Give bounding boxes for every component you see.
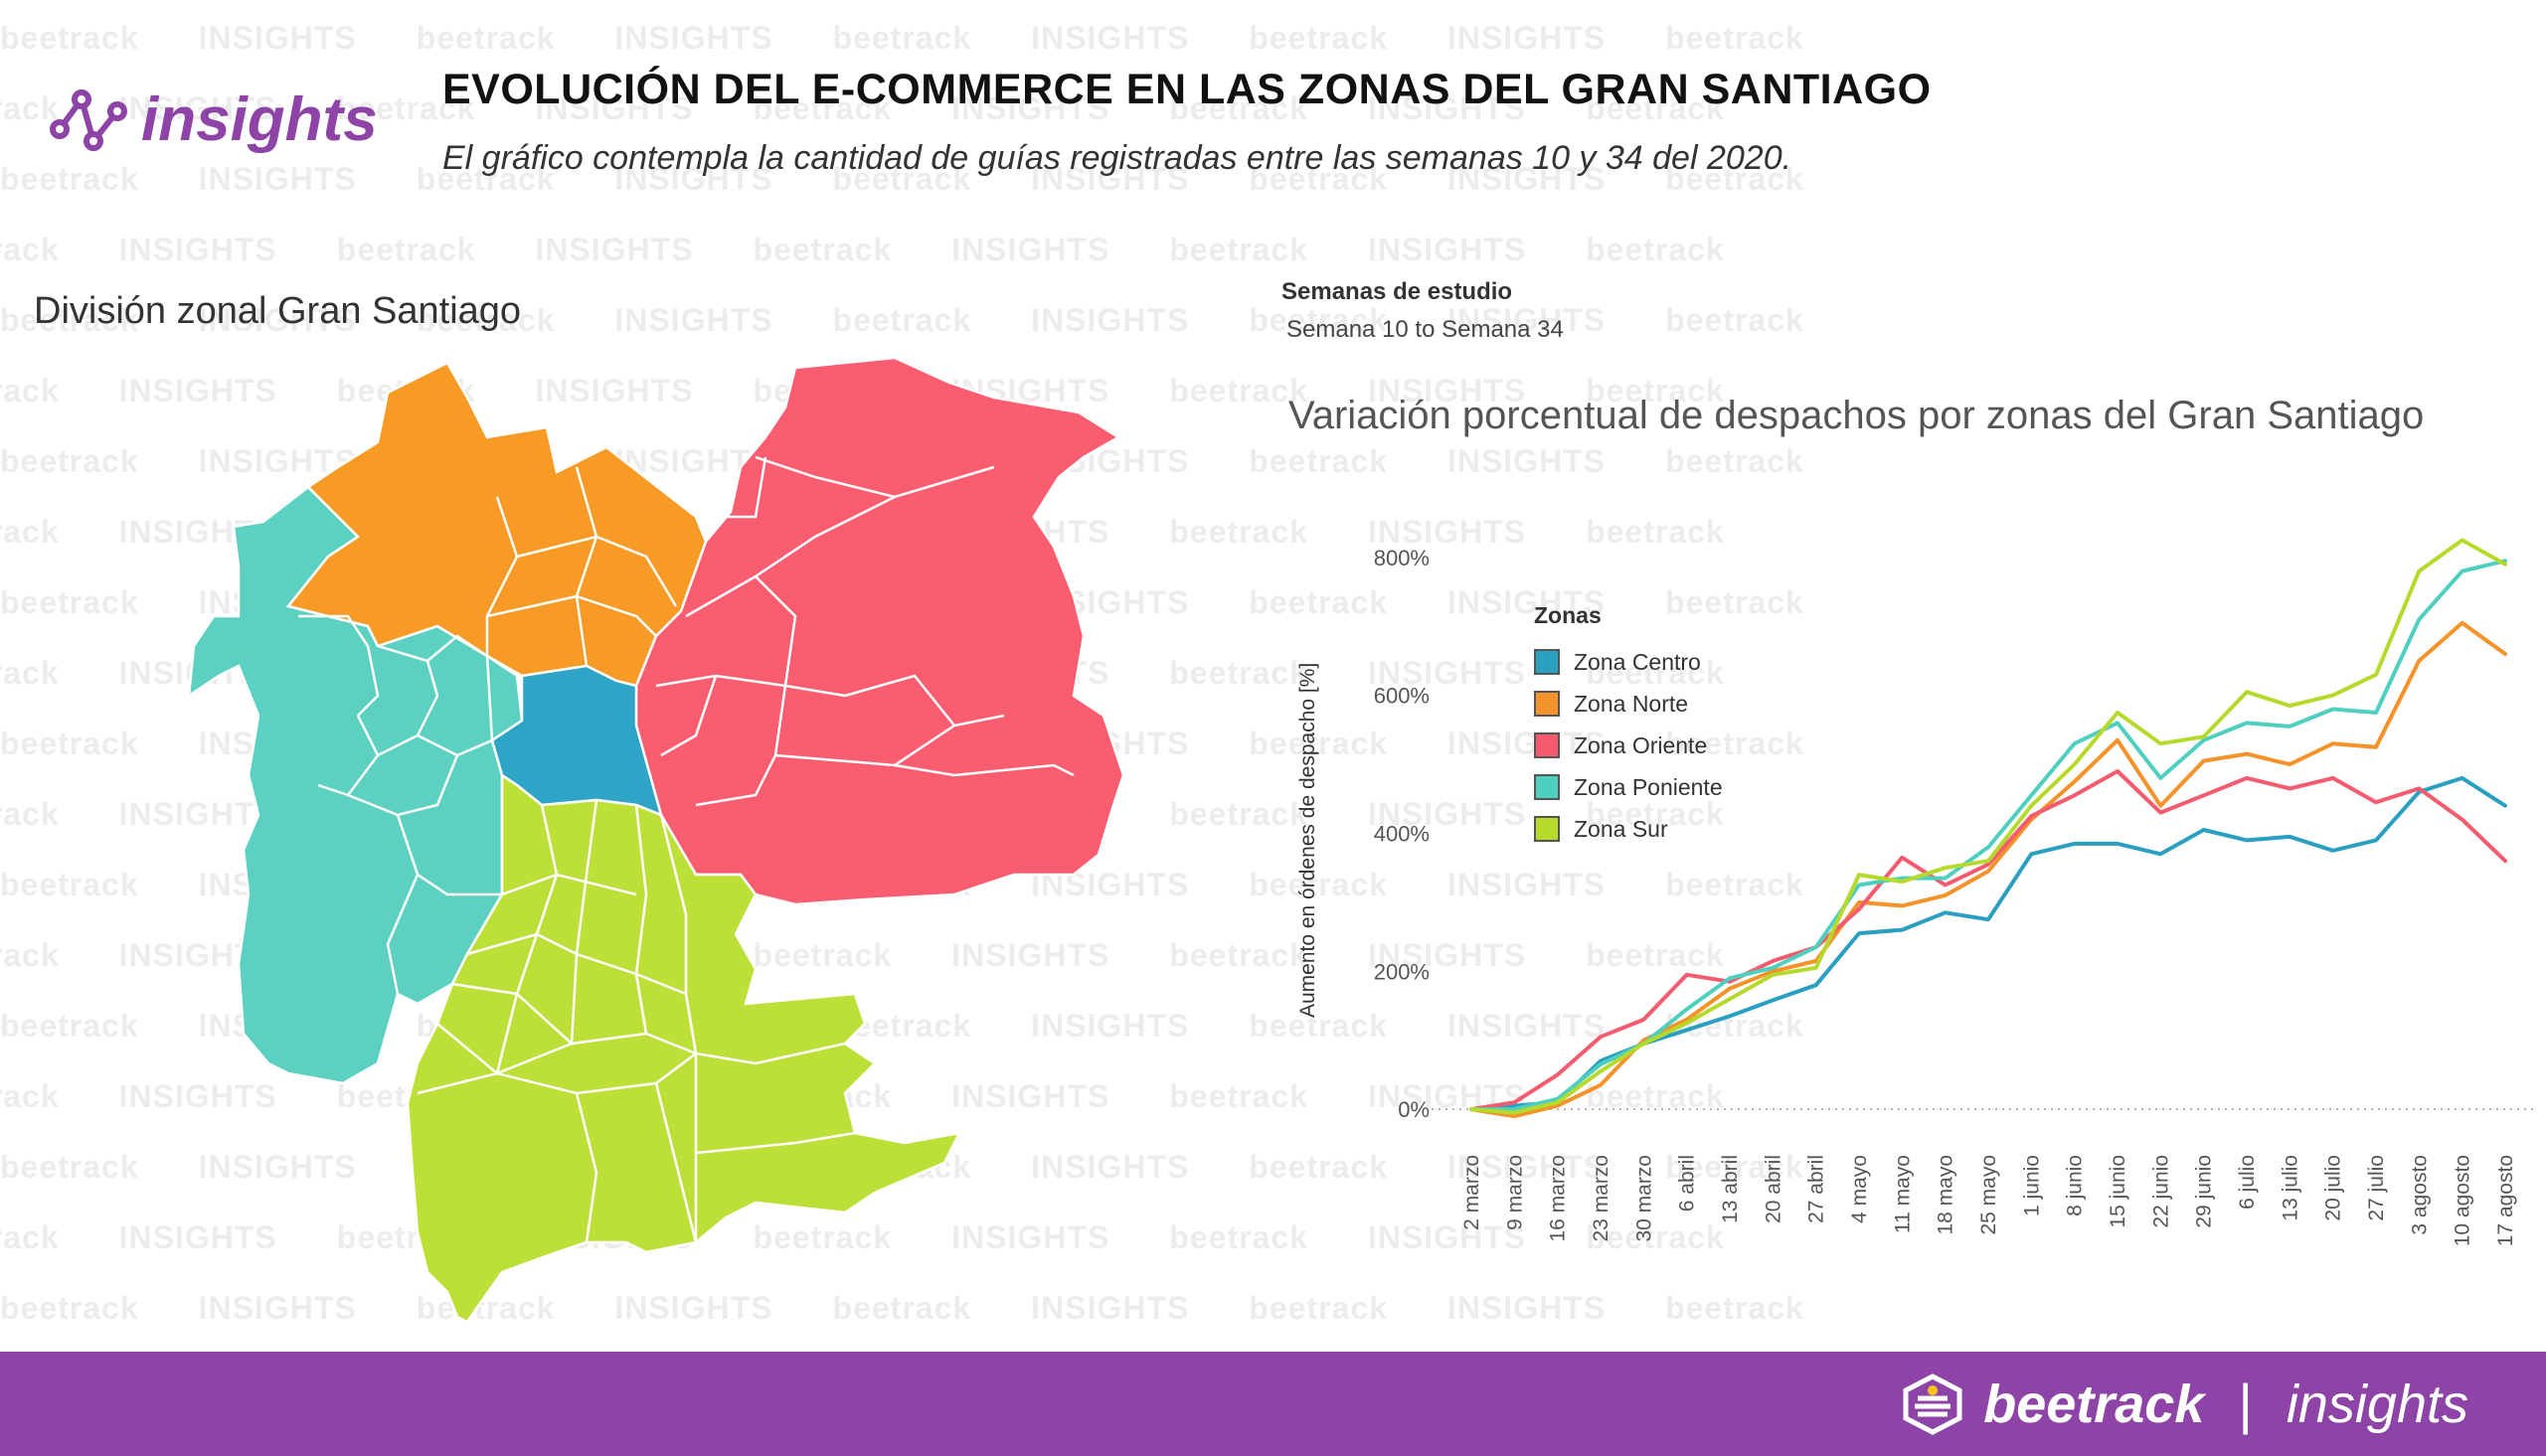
x-tick-label: 22 junio <box>2149 1155 2172 1228</box>
map-zone-oriente[interactable] <box>634 358 1125 906</box>
x-tick-label: 23 marzo <box>1590 1155 1612 1242</box>
legend-label: Zona Norte <box>1574 690 1689 717</box>
x-tick-label: 3 agosto <box>2408 1155 2431 1235</box>
watermark-row: beetrackINSIGHTSbeetrackINSIGHTSbeetrack… <box>0 232 1725 267</box>
x-tick-label: 8 junio <box>2064 1155 2087 1216</box>
legend-swatch <box>1534 649 1560 675</box>
y-axis-label: Aumento en órdenes de despacho [%] <box>1296 663 1319 1018</box>
legend-item[interactable]: Zona Poniente <box>1534 766 1723 808</box>
x-tick-label: 30 marzo <box>1632 1155 1655 1242</box>
legend-item[interactable]: Zona Centro <box>1534 641 1723 683</box>
footer-insights-text: insights <box>2286 1374 2468 1434</box>
x-tick-label: 9 marzo <box>1503 1155 1526 1230</box>
footer-bar: beetrack | insights <box>0 1352 2546 1456</box>
series-line-zona-norte <box>1469 620 2507 1119</box>
legend-swatch <box>1534 816 1560 842</box>
x-tick-label: 16 marzo <box>1547 1155 1570 1242</box>
page-title: EVOLUCIÓN DEL E-COMMERCE EN LAS ZONAS DE… <box>442 66 1932 113</box>
y-tick-label: 800% <box>1374 546 1430 570</box>
map-commune-borders <box>298 455 1075 1243</box>
line-chart: 0% 200% 400% 600% 800% Aumento en órdenes de … <box>1296 538 2535 1246</box>
x-tick-label: 13 julio <box>2279 1155 2301 1221</box>
x-tick-label: 27 julio <box>2365 1155 2388 1221</box>
legend-item[interactable]: Zona Norte <box>1534 683 1723 725</box>
footer-separator: | <box>2238 1373 2253 1435</box>
series-line-zona-sur <box>1469 538 2507 1115</box>
santiago-zone-map <box>187 358 1125 1324</box>
legend-item[interactable]: Zona Sur <box>1534 808 1723 850</box>
footer-beetrack-text: beetrack <box>1983 1374 2205 1434</box>
x-tick-label: 6 abril <box>1676 1155 1699 1212</box>
x-tick-label: 17 agosto <box>2494 1155 2517 1246</box>
x-tick-label: 4 mayo <box>1848 1155 1871 1223</box>
beetrack-bee-icon <box>1903 1373 1962 1435</box>
legend-label: Zona Centro <box>1574 648 1701 675</box>
page-subtitle: El gráfico contempla la cantidad de guía… <box>442 139 1792 177</box>
footer-brand: beetrack | insights <box>1898 1372 2468 1436</box>
x-tick-label: 2 marzo <box>1460 1155 1483 1230</box>
x-tick-label: 6 julio <box>2236 1155 2259 1210</box>
x-tick-label: 20 abril <box>1762 1155 1784 1223</box>
filter-label: Semanas de estudio <box>1281 278 1513 305</box>
x-tick-label: 1 junio <box>2020 1155 2043 1216</box>
legend-title: Zonas <box>1534 602 1602 628</box>
chart-title: Variación porcentual de despachos por zo… <box>1288 394 2425 437</box>
x-tick-label: 13 abril <box>1719 1155 1742 1223</box>
x-tick-label: 25 mayo <box>1977 1155 2000 1235</box>
x-tick-label: 15 junio <box>2107 1155 2129 1228</box>
series-line-zona-oriente <box>1469 769 2507 1112</box>
week-range-filter[interactable]: Semana 10 to Semana 34 <box>1286 316 1564 343</box>
chart-legend: Zonas Zona Centro Zona Norte Zona Oriente Z… <box>1534 602 1723 850</box>
x-tick-label: 11 mayo <box>1891 1155 1914 1233</box>
legend-label: Zona Sur <box>1574 815 1668 842</box>
x-tick-label: 29 junio <box>2193 1155 2216 1228</box>
x-tick-label: 27 abril <box>1805 1155 1828 1223</box>
map-title: División zonal Gran Santiago <box>34 290 522 332</box>
y-tick-label: 0% <box>1398 1097 1430 1122</box>
x-tick-label: 10 agosto <box>2452 1155 2474 1246</box>
y-tick-label: 400% <box>1374 821 1430 846</box>
legend-swatch <box>1534 691 1560 717</box>
x-tick-label: 20 julio <box>2322 1155 2345 1221</box>
y-tick-label: 600% <box>1374 684 1430 709</box>
insights-logo: insights <box>48 80 378 159</box>
x-tick-label: 18 mayo <box>1935 1155 1957 1235</box>
legend-label: Zona Poniente <box>1574 773 1723 800</box>
y-tick-label: 200% <box>1374 959 1430 984</box>
insights-network-icon <box>50 89 127 151</box>
legend-swatch <box>1534 732 1560 758</box>
legend-item[interactable]: Zona Oriente <box>1534 725 1723 766</box>
logo-text: insights <box>141 84 378 154</box>
legend-label: Zona Oriente <box>1574 731 1708 758</box>
legend-swatch <box>1534 774 1560 800</box>
